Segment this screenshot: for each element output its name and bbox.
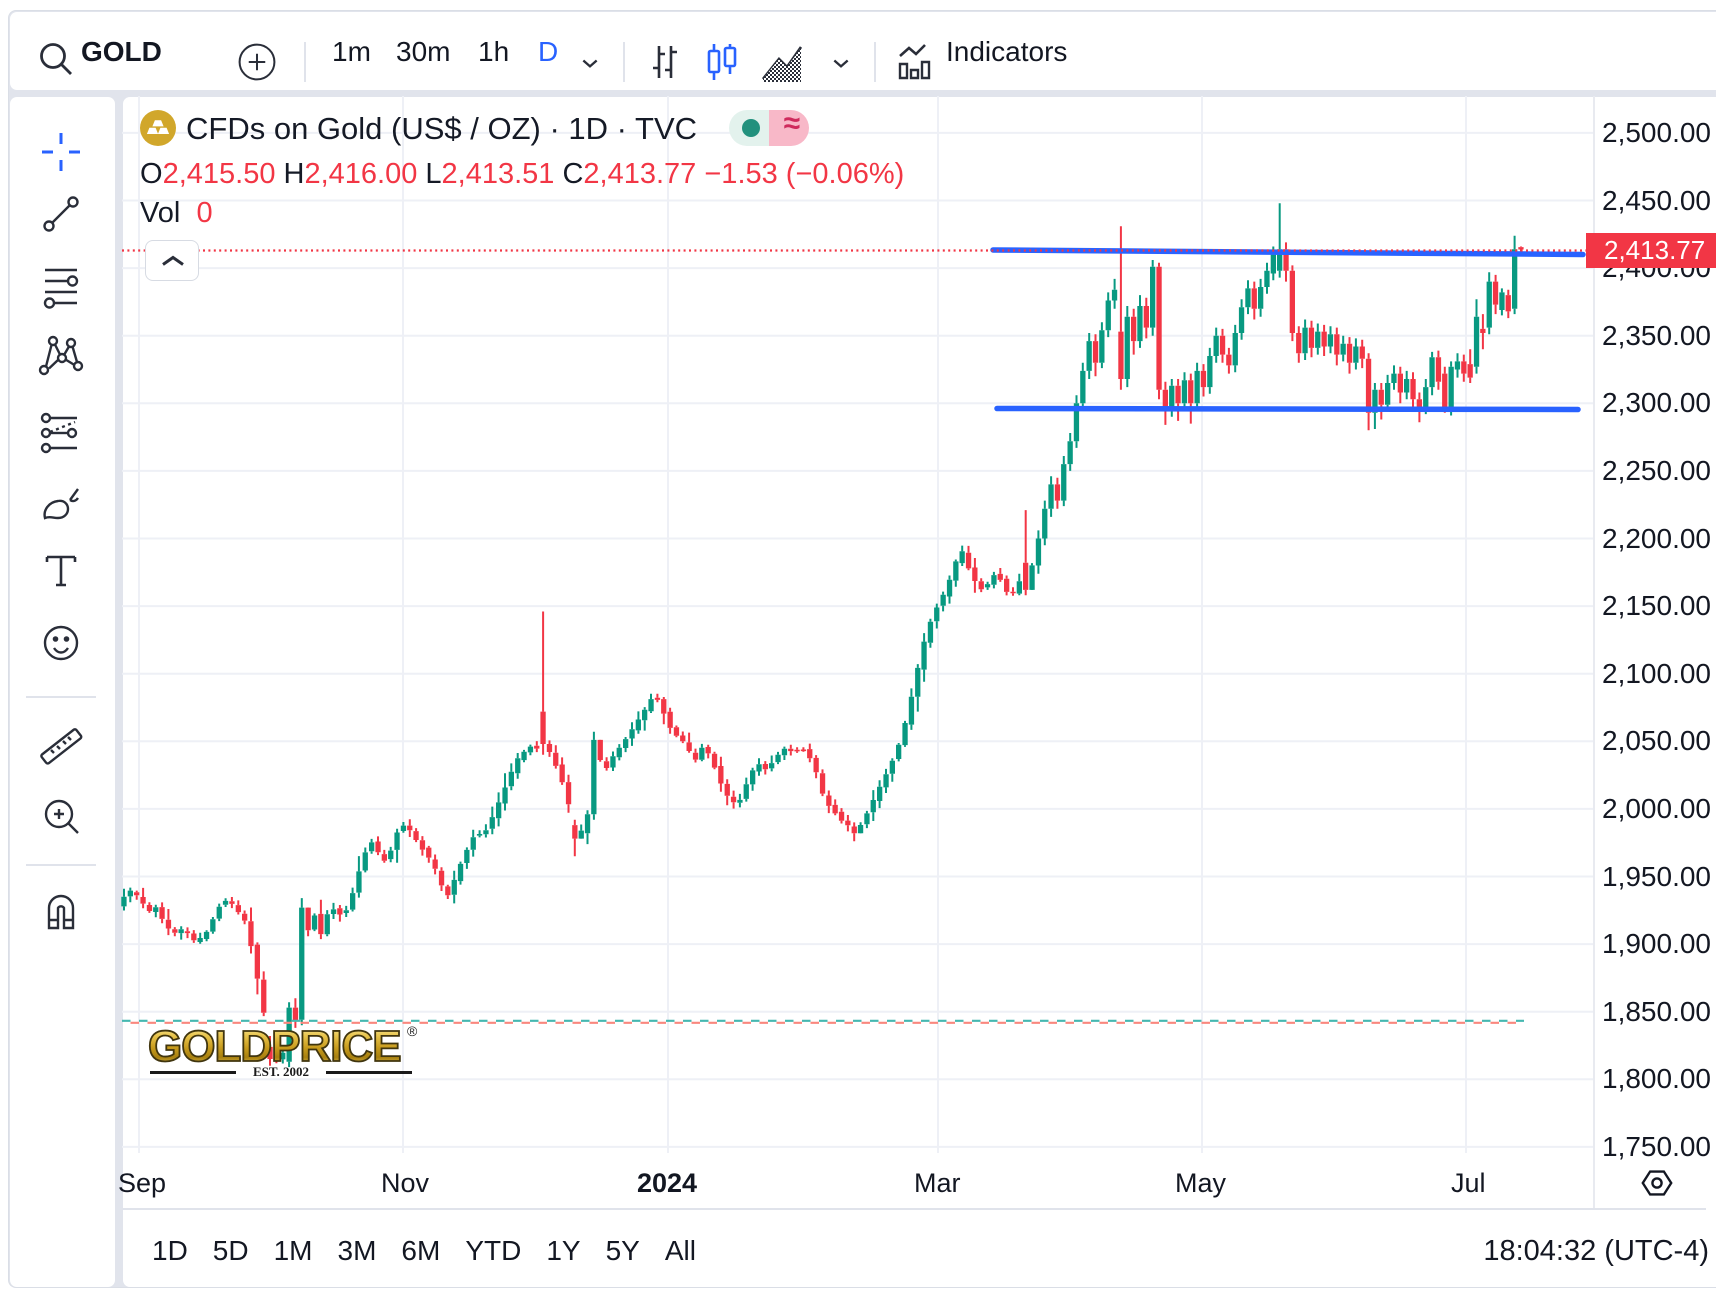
- svg-text:GOLDPRICE: GOLDPRICE: [148, 1022, 401, 1071]
- svg-text:®: ®: [407, 1023, 418, 1039]
